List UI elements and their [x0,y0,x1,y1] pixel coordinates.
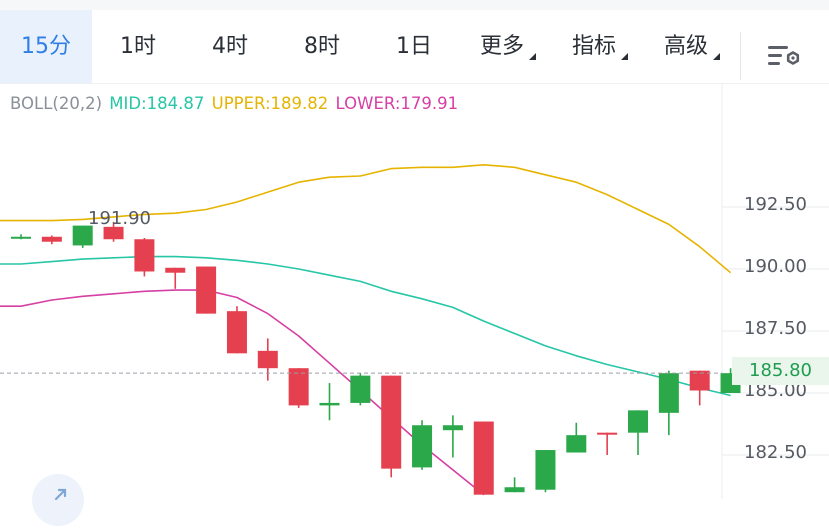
current-price-tag: 185.80 [732,357,829,385]
boll-mid-line [0,255,731,397]
candle-body [381,375,402,469]
tab-15min[interactable]: 15分 [0,10,92,83]
tab-1h[interactable]: 1时 [120,34,156,59]
chart-settings-button[interactable] [760,32,810,80]
candle-body [504,487,525,493]
tab-divider [740,32,741,80]
boll-lower-line [0,289,485,496]
price-axis-label: 190.00 [744,256,807,277]
candle-body [442,425,463,431]
candle-body [134,239,155,272]
candle-body [412,425,433,468]
boll-lower-value: LOWER:179.91 [335,94,459,113]
price-axis-label: 182.50 [744,442,807,463]
candlestick-chart[interactable] [0,0,829,499]
expand-arrow-icon [54,488,67,501]
boll-name: BOLL(20,2) [10,94,103,113]
boll-mid-value: MID:184.87 [109,94,205,113]
candle-body [658,373,679,413]
candle-body [535,450,556,490]
candle-body [628,410,648,433]
tab-8h[interactable]: 8时 [304,34,340,59]
price-axis-label: 187.50 [744,318,807,339]
top-strip [0,0,829,10]
candle-body [689,370,710,391]
timeframe-tab-bar: 15分 1时 4时 8时 1日 更多 指标 高级 [0,10,829,84]
indicators-dropdown-icon [621,53,628,60]
candle-body [72,225,93,246]
tab-indicators[interactable]: 指标 [571,34,616,59]
chart-settings-icon [768,46,800,65]
more-dropdown-icon [529,53,536,60]
price-axis-label: 192.50 [744,194,807,215]
boll-upper-line [0,164,732,274]
candle-body [165,267,186,273]
price-axis-label: 185.00 [744,380,807,401]
candle-body [350,375,371,403]
tab-advanced[interactable]: 高级 [663,34,708,59]
candle-body [103,226,124,240]
candle-body [226,311,247,354]
boll-legend: BOLL(20,2) MID:184.87 UPPER:189.82 LOWER… [10,94,460,113]
tab-1d[interactable]: 1日 [396,34,432,59]
expand-button[interactable] [32,474,84,526]
high-price-marker: 191.90 [88,208,151,229]
candle-body [566,435,587,453]
candle-body [11,236,31,239]
candle-body [41,236,62,242]
boll-upper-value: UPPER:189.82 [211,94,329,113]
candle-body [257,350,278,369]
candle-body [319,402,340,406]
candle-body [473,421,494,495]
candle-body [288,368,309,406]
tab-4h[interactable]: 4时 [212,34,248,59]
candle-body [597,432,618,435]
boll-bands [0,164,732,496]
candles [11,221,741,495]
candle-body [196,266,217,314]
advanced-dropdown-icon [713,53,720,60]
tab-more[interactable]: 更多 [479,34,524,59]
